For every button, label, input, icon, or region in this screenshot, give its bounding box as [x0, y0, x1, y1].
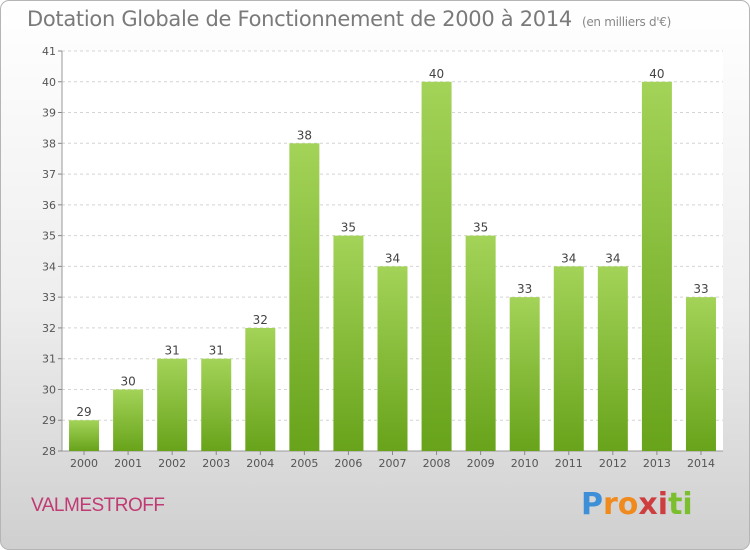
bar: [289, 143, 320, 452]
y-tick-label: 32: [42, 322, 56, 335]
bar: [333, 235, 364, 451]
y-tick-label: 31: [42, 353, 56, 366]
y-tick-label: 35: [42, 230, 56, 243]
bar: [113, 389, 144, 451]
y-tick-label: 30: [42, 383, 56, 396]
y-tick-label: 41: [42, 45, 56, 58]
x-tick-label: 2012: [599, 457, 627, 470]
y-tick-label: 28: [42, 445, 56, 458]
data-label: 29: [76, 405, 91, 419]
bar: [641, 81, 672, 452]
x-tick-label: 2007: [379, 457, 407, 470]
bar: [465, 235, 496, 451]
data-label: 34: [561, 251, 576, 265]
logo-letter: r: [603, 487, 618, 522]
bar: [245, 327, 276, 451]
chart-subtitle: (en milliers d'€): [581, 15, 671, 29]
y-tick-label: 38: [42, 137, 56, 150]
logo-letter: i: [657, 487, 669, 522]
bar: [157, 358, 188, 451]
x-tick-label: 2004: [246, 457, 274, 470]
data-label: 31: [165, 344, 180, 358]
x-tick-label: 2013: [643, 457, 671, 470]
bar: [597, 266, 628, 451]
y-tick-label: 33: [42, 291, 56, 304]
x-tick-label: 2001: [114, 457, 142, 470]
data-label: 31: [209, 344, 224, 358]
data-label: 30: [120, 374, 135, 388]
x-tick-label: 2011: [555, 457, 583, 470]
data-label: 40: [429, 67, 444, 81]
data-label: 35: [341, 221, 356, 235]
logo-letter: P: [581, 487, 603, 522]
data-label: 33: [517, 282, 532, 296]
data-label: 38: [297, 128, 312, 142]
bar: [201, 358, 232, 451]
bar: [685, 297, 716, 451]
logo-letter: i: [682, 487, 693, 522]
x-tick-label: 2005: [290, 457, 318, 470]
data-label: 33: [693, 282, 708, 296]
logo-letter: o: [617, 487, 639, 522]
data-label: 35: [473, 221, 488, 235]
x-tick-label: 2008: [423, 457, 451, 470]
x-tick-label: 2010: [511, 457, 539, 470]
bar: [509, 297, 540, 451]
data-label: 32: [253, 313, 268, 327]
data-label: 34: [605, 251, 620, 265]
bar: [377, 266, 408, 451]
x-tick-label: 2009: [467, 457, 495, 470]
data-label: 40: [649, 67, 664, 81]
proxiti-logo: Proxiti: [581, 487, 693, 522]
y-tick-label: 40: [42, 76, 56, 89]
y-tick-label: 37: [42, 168, 56, 181]
x-tick-label: 2002: [158, 457, 186, 470]
x-tick-label: 2006: [334, 457, 362, 470]
chart-title: Dotation Globale de Fonctionnement de 20…: [27, 7, 671, 31]
y-tick-label: 39: [42, 107, 56, 120]
logo-letter: x: [638, 487, 658, 522]
y-tick-label: 34: [42, 260, 56, 273]
x-tick-label: 2014: [687, 457, 715, 470]
y-tick-label: 36: [42, 199, 56, 212]
logo-letter: t: [668, 487, 683, 522]
bar: [553, 266, 584, 451]
bar: [69, 420, 100, 451]
data-label: 34: [385, 251, 400, 265]
x-tick-label: 2003: [202, 457, 230, 470]
y-tick-label: 29: [42, 414, 56, 427]
town-name: VALMESTROFF: [31, 495, 165, 516]
x-tick-label: 2000: [70, 457, 98, 470]
bar: [421, 81, 452, 452]
